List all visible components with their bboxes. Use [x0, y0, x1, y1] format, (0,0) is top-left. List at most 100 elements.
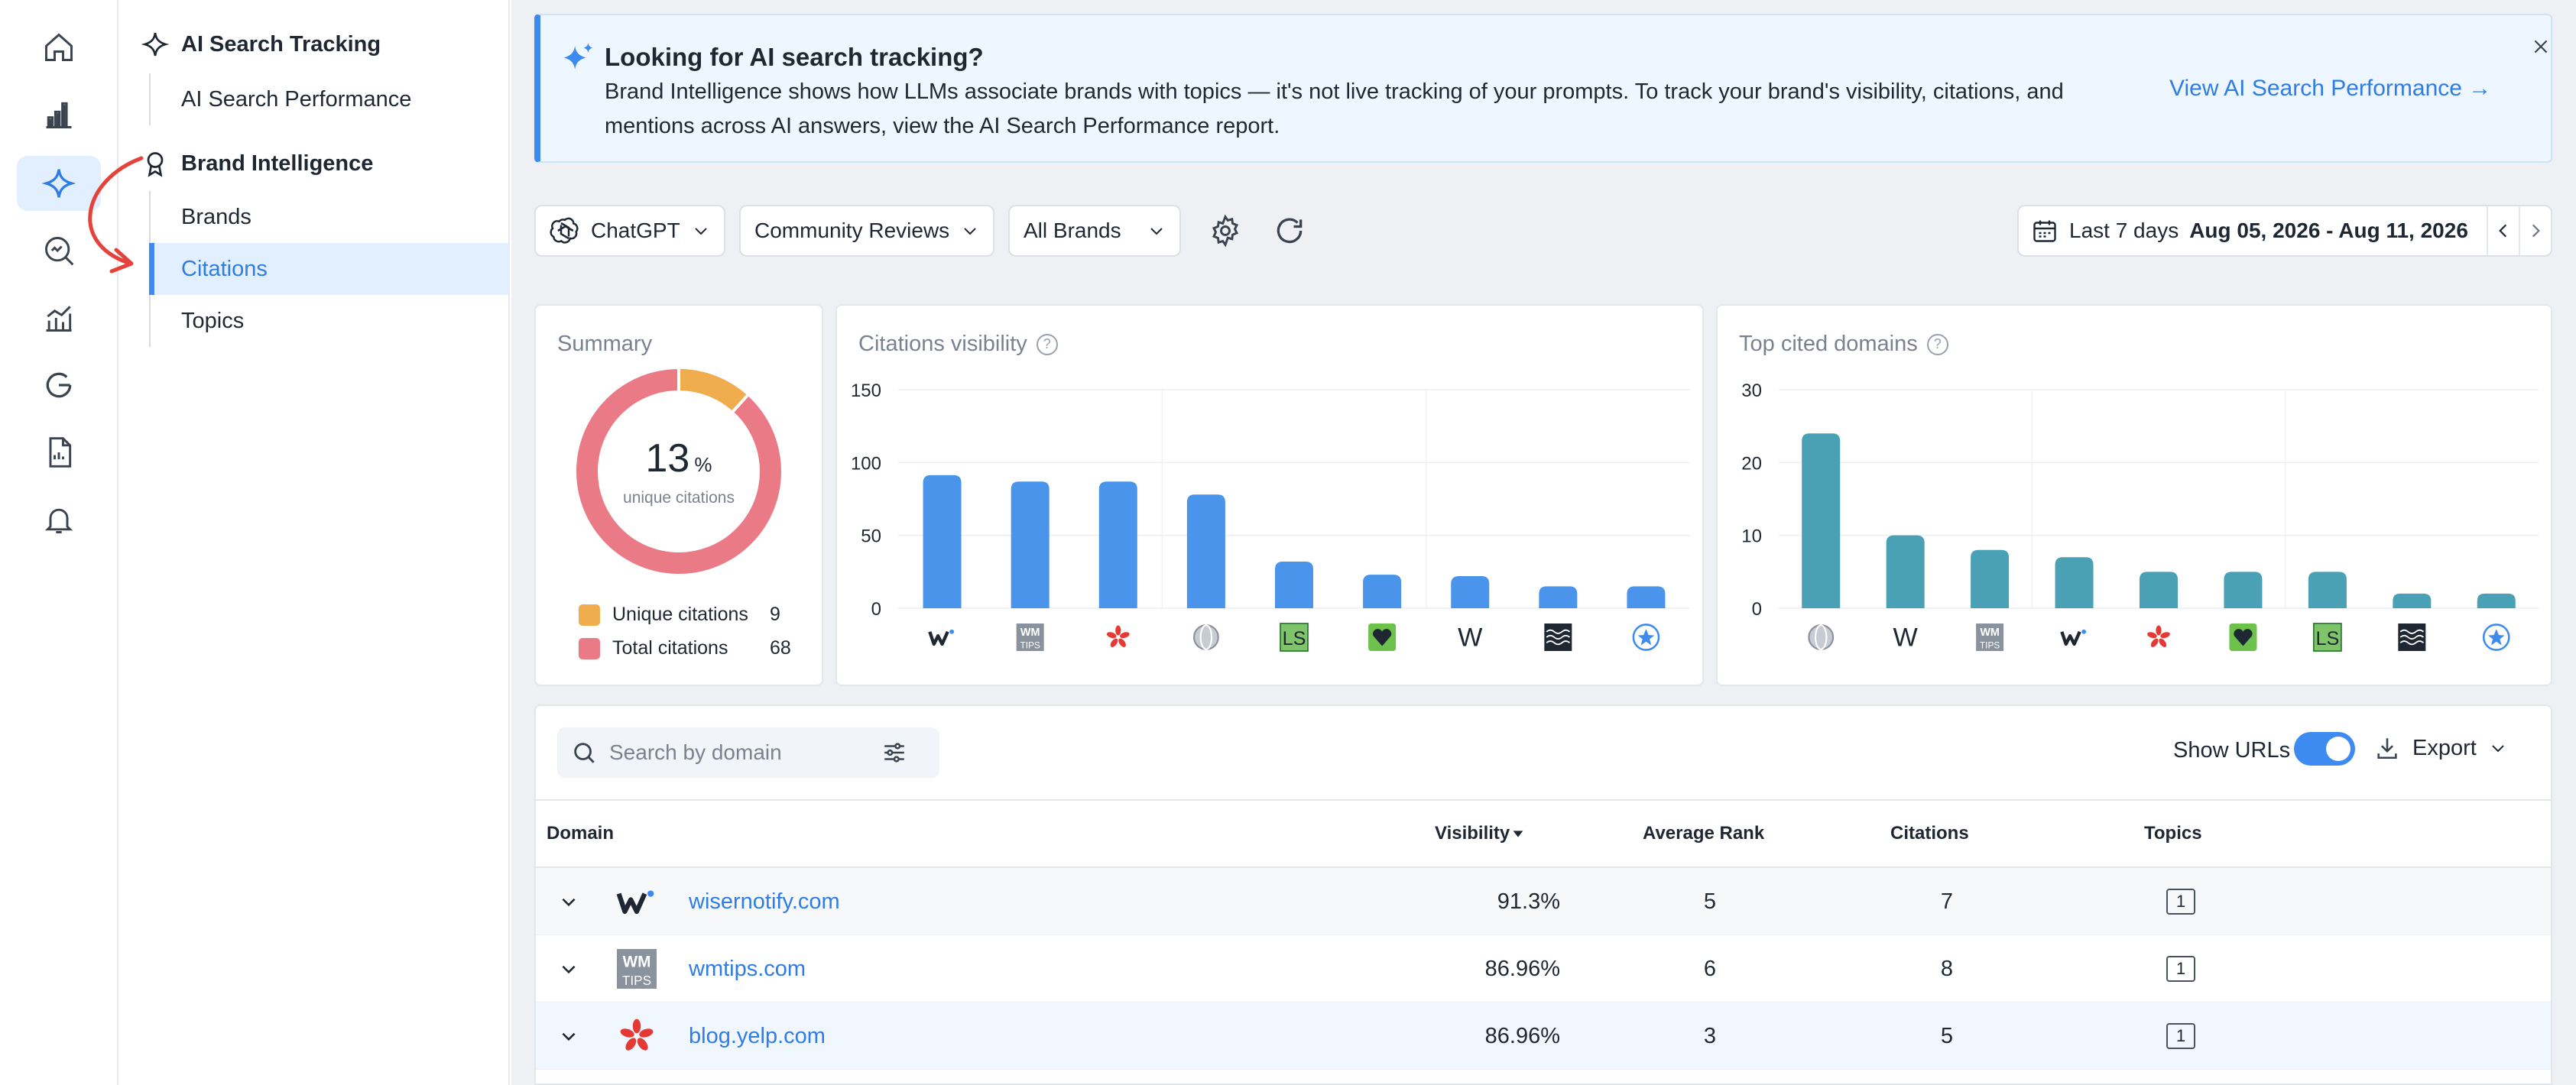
expand-row-button[interactable] — [559, 935, 579, 1002]
bar[interactable] — [1971, 549, 2010, 608]
close-icon[interactable] — [2528, 34, 2554, 60]
globe-favicon-icon — [1192, 624, 1219, 650]
chevron-down-icon — [562, 965, 576, 974]
bar[interactable] — [1186, 494, 1225, 608]
nav-group-label: Brand Intelligence — [181, 151, 374, 176]
date-range-label: Last 7 days — [2069, 219, 2179, 242]
bell-icon[interactable] — [17, 492, 101, 547]
citations-cell: 7 — [1940, 889, 1954, 914]
subnav-item-ai-search-performance[interactable]: AI Search Performance — [149, 73, 508, 125]
bar[interactable] — [1539, 586, 1578, 608]
nav-group-ai-search-tracking[interactable]: AI Search Tracking — [141, 31, 381, 58]
view-ai-search-performance-link[interactable]: View AI Search Performance → — [2169, 76, 2492, 101]
bar[interactable] — [1363, 575, 1402, 608]
nav-group-brand-intelligence[interactable]: Brand Intelligence — [141, 150, 373, 177]
category-dropdown[interactable]: Community Reviews — [739, 205, 994, 257]
donut-chart — [576, 368, 781, 574]
heart-favicon-favicon-icon — [2229, 623, 2257, 651]
chart-title: Top cited domains — [1739, 332, 1918, 356]
topics-count-badge[interactable]: 1 — [2166, 1023, 2195, 1049]
star-favicon-icon — [1632, 623, 1660, 651]
next-period-button[interactable] — [2519, 206, 2551, 255]
subnav-item-citations[interactable]: Citations — [149, 243, 508, 295]
svg-text:WM: WM — [1020, 627, 1040, 639]
topics-count-badge[interactable]: 1 — [2166, 956, 2195, 982]
bar[interactable] — [1275, 561, 1313, 608]
average-rank-cell: 3 — [1703, 1023, 1717, 1048]
y-tick-label: 100 — [851, 453, 881, 474]
brands-dropdown[interactable]: All Brands — [1008, 205, 1181, 257]
column-average-rank[interactable]: Average Rank — [1643, 823, 1765, 844]
bar[interactable] — [1011, 481, 1050, 608]
home-icon[interactable] — [17, 20, 101, 75]
prev-period-button[interactable] — [2487, 206, 2519, 255]
bar[interactable] — [2308, 572, 2347, 608]
bar[interactable] — [1886, 535, 1925, 608]
legend-total-citations: Total citations 68 — [579, 637, 791, 659]
filter-sliders-icon[interactable] — [881, 740, 907, 766]
domain-link[interactable]: wisernotify.com — [689, 889, 840, 914]
domain-link[interactable]: blog.yelp.com — [689, 1023, 826, 1048]
help-icon[interactable]: ? — [1036, 333, 1058, 355]
llm-dropdown-value: ChatGPT — [591, 219, 680, 242]
table-row[interactable]: WM TIPS wmtips.com 86.96% 6 8 1 — [536, 935, 2551, 1002]
award-icon — [147, 152, 164, 177]
secondary-nav: AI Search Tracking AI Search Performance… — [120, 0, 510, 1085]
chevron-down-icon — [2492, 745, 2504, 753]
settings-gear-icon[interactable] — [1209, 214, 1242, 248]
trend-chart-icon[interactable] — [17, 290, 101, 345]
download-icon — [2377, 738, 2397, 760]
table-row[interactable]: wisernotify.com 91.3% 5 7 1 — [536, 868, 2551, 935]
column-visibility[interactable]: Visibility — [1435, 801, 1526, 866]
expand-row-button[interactable] — [559, 868, 579, 935]
LS-favicon-icon: LS — [1280, 623, 1309, 652]
export-button[interactable]: Export — [2374, 729, 2507, 767]
search-input[interactable] — [609, 740, 869, 765]
wave-favicon-icon — [2398, 623, 2426, 651]
column-topics[interactable]: Topics — [2144, 823, 2202, 844]
wisernotify.com-favicon-icon — [928, 629, 955, 646]
bar[interactable] — [923, 474, 962, 608]
bar[interactable] — [2055, 557, 2094, 608]
bar[interactable] — [1802, 433, 1841, 608]
summary-title: Summary — [557, 332, 653, 356]
wisernotify-favicon-icon — [616, 890, 654, 915]
search-icon — [574, 743, 595, 763]
expand-row-button[interactable] — [559, 1002, 579, 1070]
legend-value: 9 — [770, 604, 780, 625]
search-analytics-icon[interactable] — [17, 223, 101, 278]
bar[interactable] — [2224, 572, 2263, 608]
chevron-down-icon — [695, 228, 707, 235]
bar[interactable] — [2140, 572, 2178, 608]
donut-center: 13% unique citations — [574, 367, 784, 576]
sparkle-icon[interactable] — [17, 156, 101, 211]
bar[interactable] — [1627, 586, 1666, 608]
bar[interactable] — [1451, 576, 1490, 608]
wikipedia-favicon-icon: W — [1893, 623, 1919, 653]
bar[interactable] — [1098, 481, 1137, 608]
date-range-picker[interactable]: Last 7 days Aug 05, 2026 - Aug 11, 2026 — [2017, 205, 2552, 257]
llm-dropdown[interactable]: ChatGPT — [534, 205, 725, 257]
openai-icon — [550, 217, 579, 244]
subnav-item-label: Topics — [181, 308, 245, 333]
show-urls-toggle[interactable] — [2294, 732, 2355, 766]
bar[interactable] — [2393, 593, 2432, 608]
refresh-icon[interactable] — [1273, 214, 1306, 248]
bar-chart-icon[interactable] — [17, 87, 101, 142]
subnav-item-brands[interactable]: Brands — [149, 191, 508, 243]
donut-center-label: unique citations — [623, 489, 735, 507]
topics-count-badge[interactable]: 1 — [2166, 889, 2195, 915]
show-urls-label: Show URLs — [2173, 738, 2291, 763]
bar[interactable] — [2477, 593, 2516, 608]
subnav-item-topics[interactable]: Topics — [149, 295, 508, 347]
report-icon[interactable] — [17, 425, 101, 480]
table-row[interactable]: blog.yelp.com 86.96% 3 5 1 — [536, 1002, 2551, 1070]
domain-link[interactable]: wmtips.com — [689, 956, 806, 981]
google-icon[interactable] — [17, 358, 101, 413]
yelp-favicon-icon — [620, 1019, 654, 1051]
column-citations[interactable]: Citations — [1890, 823, 1969, 844]
table-header: Domain Visibility Average Rank Citations… — [536, 799, 2551, 868]
help-icon[interactable]: ? — [1926, 333, 1948, 355]
column-domain[interactable]: Domain — [547, 823, 615, 844]
topics-cell: 1 — [2166, 868, 2195, 935]
